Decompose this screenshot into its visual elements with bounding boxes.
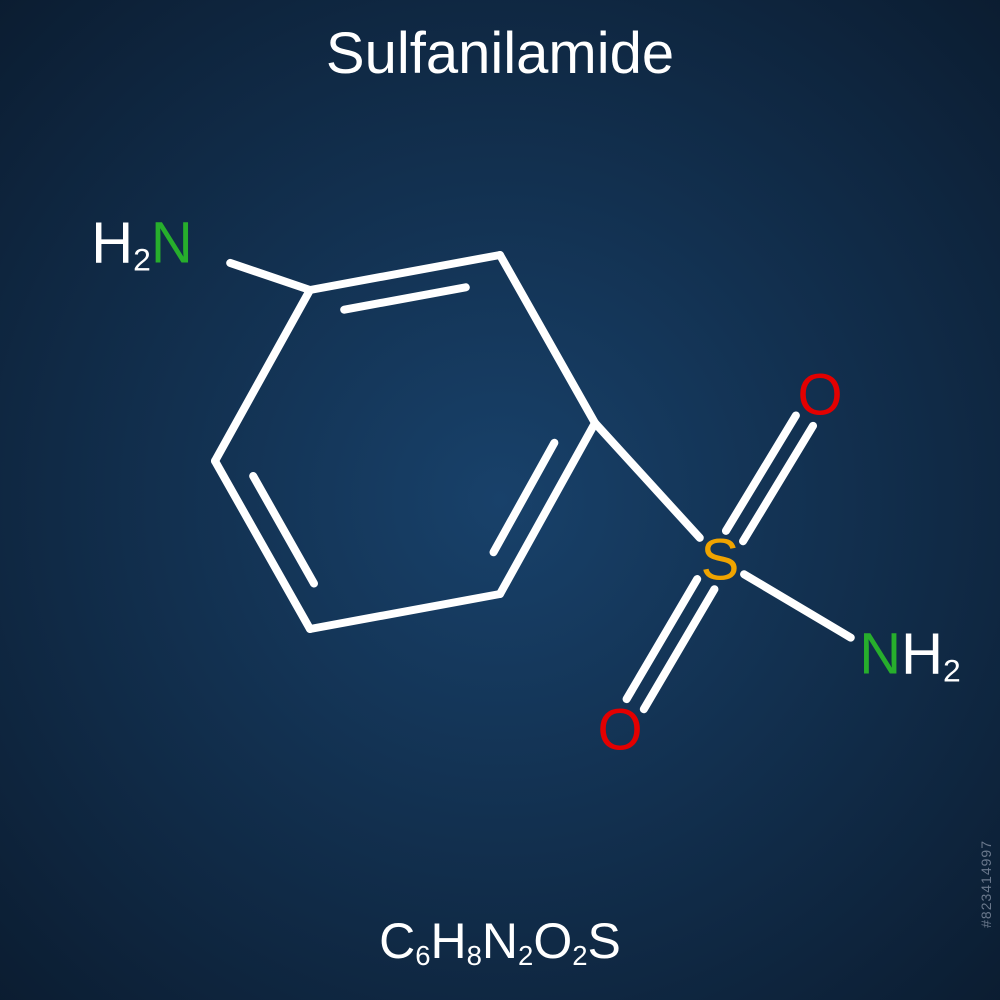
- atom-N2: NH2: [859, 621, 961, 690]
- molecular-formula: C6H8N2O2S: [0, 912, 1000, 972]
- stock-watermark: #823414997: [978, 840, 994, 928]
- structure-svg: [0, 0, 1000, 1000]
- atom-O1: O: [797, 362, 842, 429]
- atom-S: S: [701, 527, 740, 594]
- atom-N1: H2N: [91, 210, 193, 279]
- molecule-diagram: Sulfanilamide H2NSOONH2 C6H8N2O2S #82341…: [0, 0, 1000, 1000]
- atom-O2: O: [597, 697, 642, 764]
